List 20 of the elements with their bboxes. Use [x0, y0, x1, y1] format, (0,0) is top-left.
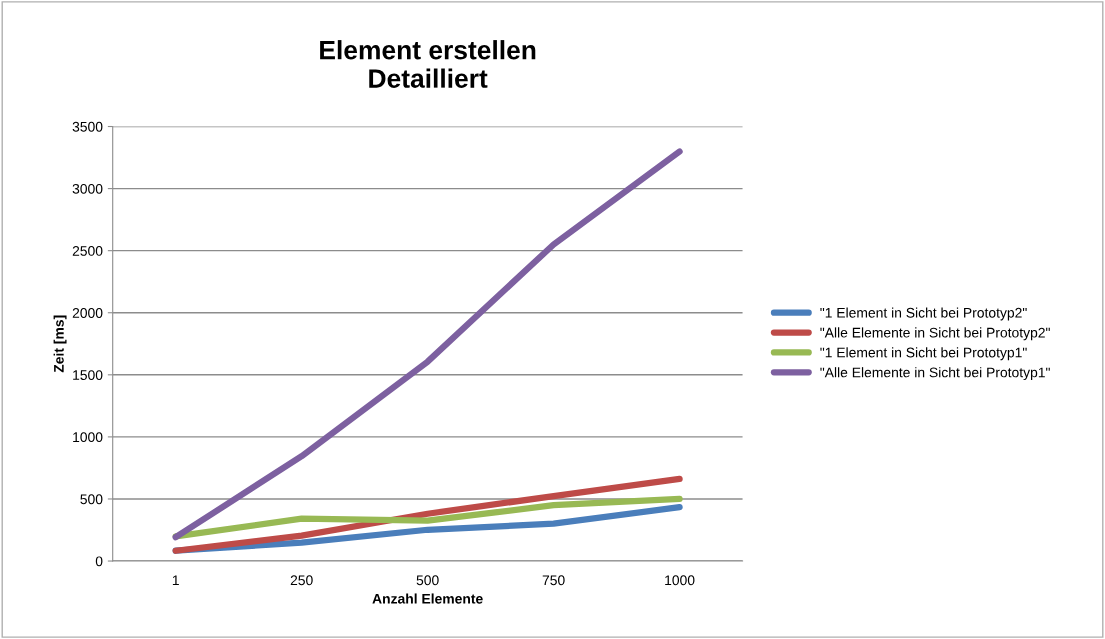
y-tick-label: 2500	[72, 246, 103, 256]
x-tick-label: 1000	[665, 575, 695, 586]
y-tick-label: 500	[80, 494, 103, 505]
y-tick-label: 2000	[72, 308, 103, 318]
legend-label: "Alle Elemente in Sicht bei Prototyp1"	[820, 367, 1050, 381]
x-tick-label: 750	[542, 575, 565, 586]
x-tick-label: 1	[172, 575, 179, 585]
y-tick-label: 0	[95, 556, 103, 567]
x-axis-title: Anzahl Elemente	[372, 593, 483, 604]
x-tick-label: 250	[290, 575, 313, 586]
legend-label: "1 Element in Sicht bei Prototyp2"	[820, 307, 1027, 321]
y-tick-label: 1500	[73, 370, 103, 380]
legend-label: "1 Element in Sicht bei Prototyp1"	[820, 347, 1027, 361]
x-tick-label: 500	[416, 575, 439, 586]
y-tick-label: 3000	[72, 183, 103, 194]
y-tick-label: 1000	[73, 432, 103, 443]
y-tick-label: 3500	[72, 121, 103, 132]
chart-title: Element erstellen Detailliert	[320, 40, 536, 88]
legend-label: "Alle Elemente in Sicht bei Prototyp2"	[820, 327, 1050, 341]
y-axis-title: Zeit [ms]	[53, 315, 67, 373]
